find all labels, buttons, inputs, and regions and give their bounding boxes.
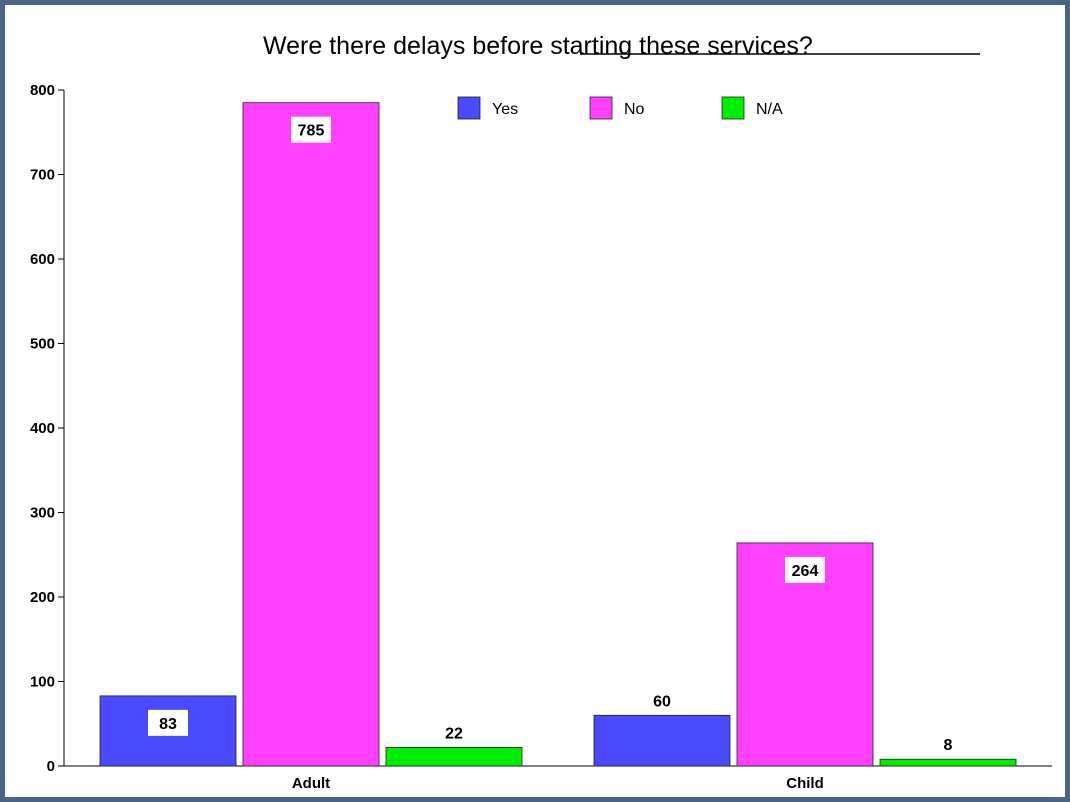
data-label-box bbox=[785, 556, 825, 583]
legend-label: Yes bbox=[492, 101, 518, 118]
y-tick-label: 200 bbox=[30, 589, 55, 606]
y-tick-label: 0 bbox=[47, 758, 55, 775]
legend: Yes No N/A bbox=[457, 96, 783, 120]
bar-yes-child bbox=[593, 714, 731, 767]
y-tick-label: 400 bbox=[30, 420, 55, 437]
data-label: 83 bbox=[159, 716, 177, 733]
legend-label: N/A bbox=[756, 101, 783, 118]
legend-label: No bbox=[624, 101, 645, 118]
data-label: 785 bbox=[298, 123, 325, 140]
y-tick-label: 500 bbox=[30, 336, 55, 353]
data-label: 60 bbox=[653, 693, 671, 710]
y-tick-label: 100 bbox=[30, 674, 55, 691]
x-category-label: Child bbox=[786, 775, 824, 792]
y-tick-label: 800 bbox=[30, 82, 55, 99]
data-label: 22 bbox=[445, 725, 463, 742]
x-axis: Adult Child bbox=[64, 765, 1052, 792]
y-tick-label: 700 bbox=[30, 167, 55, 184]
data-label: 8 bbox=[944, 737, 953, 754]
bar-no-child bbox=[736, 542, 874, 767]
x-category-label: Adult bbox=[292, 775, 330, 792]
y-tick-label: 600 bbox=[30, 251, 55, 268]
data-label-box bbox=[148, 709, 188, 736]
legend-swatch bbox=[457, 96, 481, 120]
y-axis: 0 100 200 300 400 500 600 700 800 bbox=[30, 82, 65, 775]
data-label-box bbox=[291, 116, 331, 143]
data-label: 264 bbox=[792, 563, 819, 580]
bar-no-adult bbox=[242, 102, 380, 767]
bars-group: 83 785 22 60 264 8 bbox=[99, 102, 1017, 767]
legend-swatch bbox=[721, 96, 745, 120]
legend-swatch bbox=[589, 96, 613, 120]
chart-title: Were there delays before starting these … bbox=[263, 32, 813, 60]
bar-n-a-adult bbox=[385, 747, 523, 767]
bar-n-a-child bbox=[879, 758, 1017, 767]
y-tick-label: 300 bbox=[30, 505, 55, 522]
